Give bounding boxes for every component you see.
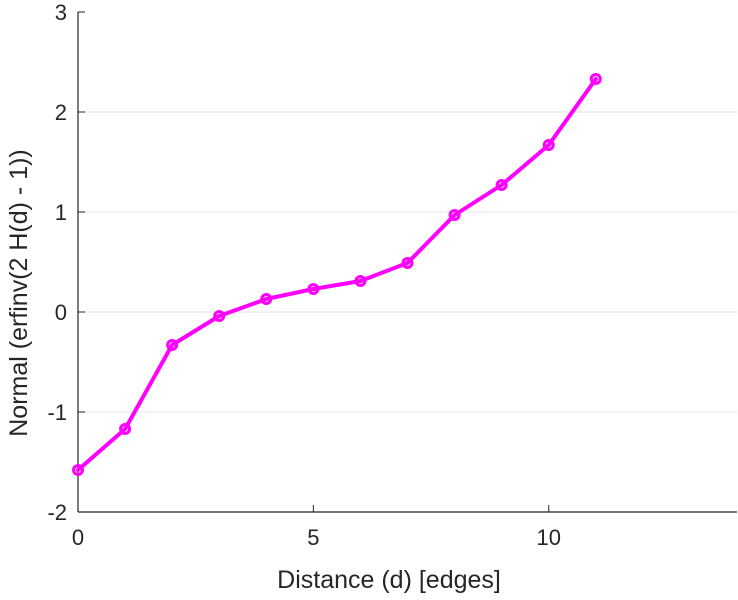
x-axis-label: Distance (d) [edges] — [277, 566, 501, 594]
data-point-6 — [354, 275, 367, 287]
y-axis-ticks: -2 -1 0 1 2 3 — [47, 0, 85, 525]
data-point-7 — [401, 257, 414, 269]
grid-lines — [78, 111, 737, 413]
y-tick-label-1: -1 — [47, 400, 67, 425]
y-tick-label-3: 1 — [55, 200, 67, 225]
data-point-0 — [72, 464, 84, 476]
data-point-10 — [542, 139, 555, 151]
data-point-11 — [589, 73, 602, 85]
data-point-1 — [119, 423, 132, 435]
y-tick-label-4: 2 — [55, 100, 67, 125]
x-axis-ticks: 0 5 10 — [72, 505, 561, 550]
data-point-3 — [213, 310, 226, 322]
data-point-4 — [260, 293, 273, 305]
x-tick-label-0: 0 — [72, 525, 84, 550]
x-tick-label-2: 10 — [536, 525, 560, 550]
series-line-0 — [76, 77, 598, 472]
y-tick-label-5: 3 — [55, 0, 67, 25]
x-tick-label-1: 5 — [307, 525, 319, 550]
data-point-8 — [448, 209, 461, 221]
y-tick-label-2: 0 — [55, 300, 67, 325]
data-point-2 — [166, 339, 179, 351]
data-point-9 — [495, 179, 508, 191]
data-point-5 — [307, 283, 320, 295]
plot-frame — [77, 12, 737, 513]
y-tick-label-0: -2 — [47, 500, 67, 525]
y-axis-label: Normal (erfinv(2 H(d) - 1)) — [5, 149, 33, 437]
data-series — [72, 73, 602, 476]
